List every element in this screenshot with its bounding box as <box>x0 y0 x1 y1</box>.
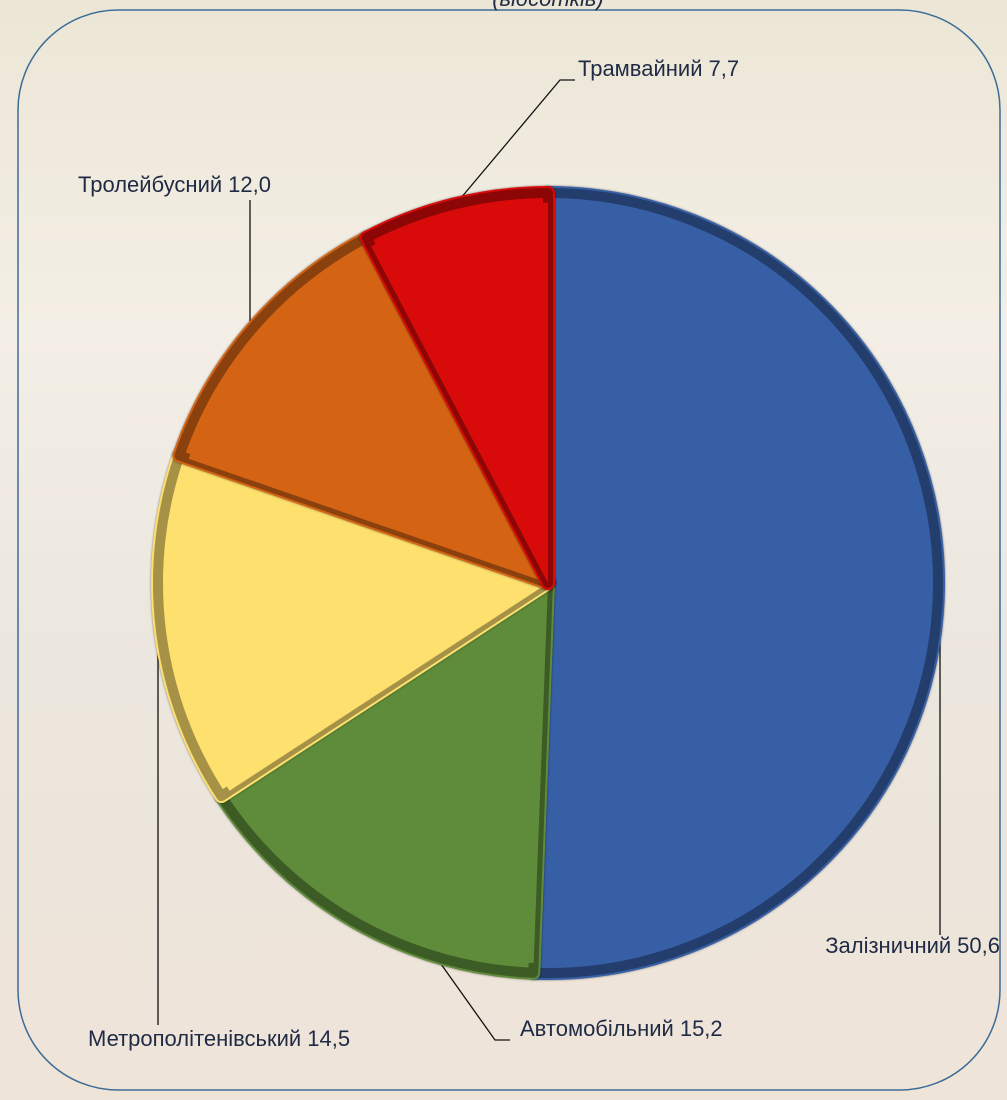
pie-slice-edge <box>174 232 553 588</box>
pie-slice-edge <box>153 450 553 802</box>
value-label: 14,5 <box>307 1026 350 1051</box>
data-label: Метрополітенівський 14,5 <box>88 1026 350 1051</box>
pie-slice-face <box>167 458 548 791</box>
data-label: Трамвайний 7,7 <box>578 56 739 81</box>
pie-slice-face <box>371 202 548 584</box>
pie-slice-face <box>533 202 929 964</box>
category-label: Автомобільний <box>520 1016 674 1041</box>
value-label: 15,2 <box>680 1016 723 1041</box>
pie-slice-edge <box>361 188 553 588</box>
pie-slice-face <box>229 583 548 963</box>
category-label: Тролейбусний <box>78 172 222 197</box>
data-label: Залізничний 50,6 <box>825 933 1000 958</box>
data-label: Автомобільний 15,2 <box>520 1016 723 1041</box>
value-label: 50,6 <box>957 933 1000 958</box>
category-label: Залізничний <box>825 933 951 958</box>
value-label: 7,7 <box>709 56 740 81</box>
data-label: Тролейбусний 12,0 <box>78 172 271 197</box>
frame <box>17 9 1001 1091</box>
pie-slice-face <box>188 246 549 584</box>
pie-slice-edge <box>528 188 943 978</box>
value-label: 12,0 <box>228 172 271 197</box>
pie <box>151 186 945 980</box>
category-label: Трамвайний <box>578 56 703 81</box>
pie-slice-edge <box>216 578 553 978</box>
category-label: Метрополітенівський <box>88 1026 301 1051</box>
leader-line <box>454 79 575 206</box>
subtitle: (відсотків) <box>492 0 604 11</box>
